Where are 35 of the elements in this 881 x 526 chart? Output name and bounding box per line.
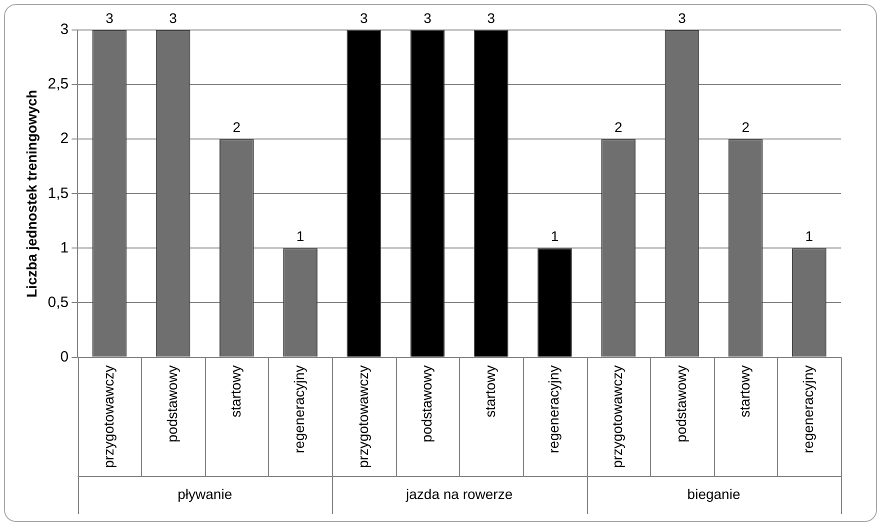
x-tick-label: regeneracyjny [546,365,562,454]
y-tick-label: 0 [60,348,69,366]
x-tick-label: podstawowy [418,365,434,442]
data-label: 1 [296,228,304,244]
data-label: 3 [678,10,686,26]
data-label: 3 [487,10,496,26]
data-label: 2 [742,118,750,135]
y-tick-label: 1,5 [48,184,69,202]
data-label: 1 [550,228,559,244]
data-label: 3 [106,10,114,26]
x-tick-label: przygotowawczy [609,365,626,468]
x-tick-label: podstawowy [672,365,689,442]
x-tick-label: startowy [228,365,244,418]
y-tick-label: 3 [60,21,69,38]
data-label: 3 [360,10,368,26]
text: pływanie [178,486,232,502]
y-tick-label: 1 [60,239,69,256]
text: jazda na rowerze [405,486,513,502]
y-tick-label: 2 [60,130,69,148]
y-tick-label: 2,5 [48,76,69,93]
x-tick-label: regeneracyjny [291,365,308,454]
data-label: 2 [232,118,241,135]
x-tick-label: startowy [482,365,498,418]
x-tick-label: startowy [736,365,752,418]
data-label: 2 [614,118,622,135]
x-tick-label: przygotowawczy [100,365,116,468]
data-label: 3 [169,10,178,26]
y-axis-title: Liczba jednostek treningowych [23,90,40,298]
x-tick-label: podstawowy [164,365,180,442]
x-tick-label: przygotowawczy [354,365,371,468]
x-tick-label: regeneracyjny [800,365,816,454]
text: bieganie [687,486,740,502]
y-tick-label: 0,5 [48,294,69,311]
data-label: 1 [805,228,814,244]
data-label: 3 [424,10,432,26]
